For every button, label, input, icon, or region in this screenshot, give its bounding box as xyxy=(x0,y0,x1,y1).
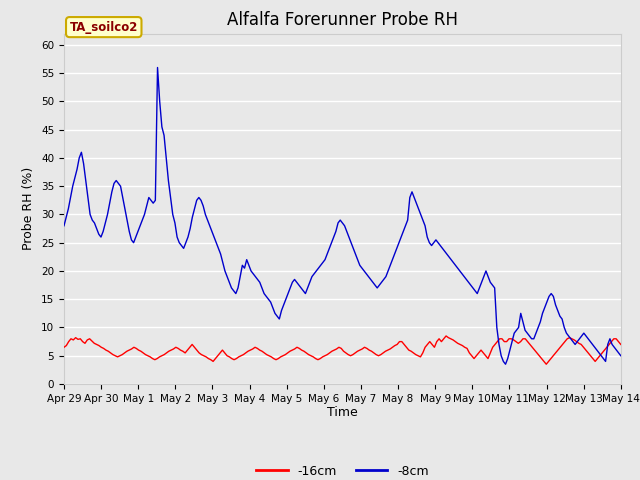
X-axis label: Time: Time xyxy=(327,407,358,420)
Y-axis label: Probe RH (%): Probe RH (%) xyxy=(22,167,35,251)
Text: TA_soilco2: TA_soilco2 xyxy=(70,21,138,34)
Legend: -16cm, -8cm: -16cm, -8cm xyxy=(252,460,433,480)
Title: Alfalfa Forerunner Probe RH: Alfalfa Forerunner Probe RH xyxy=(227,11,458,29)
